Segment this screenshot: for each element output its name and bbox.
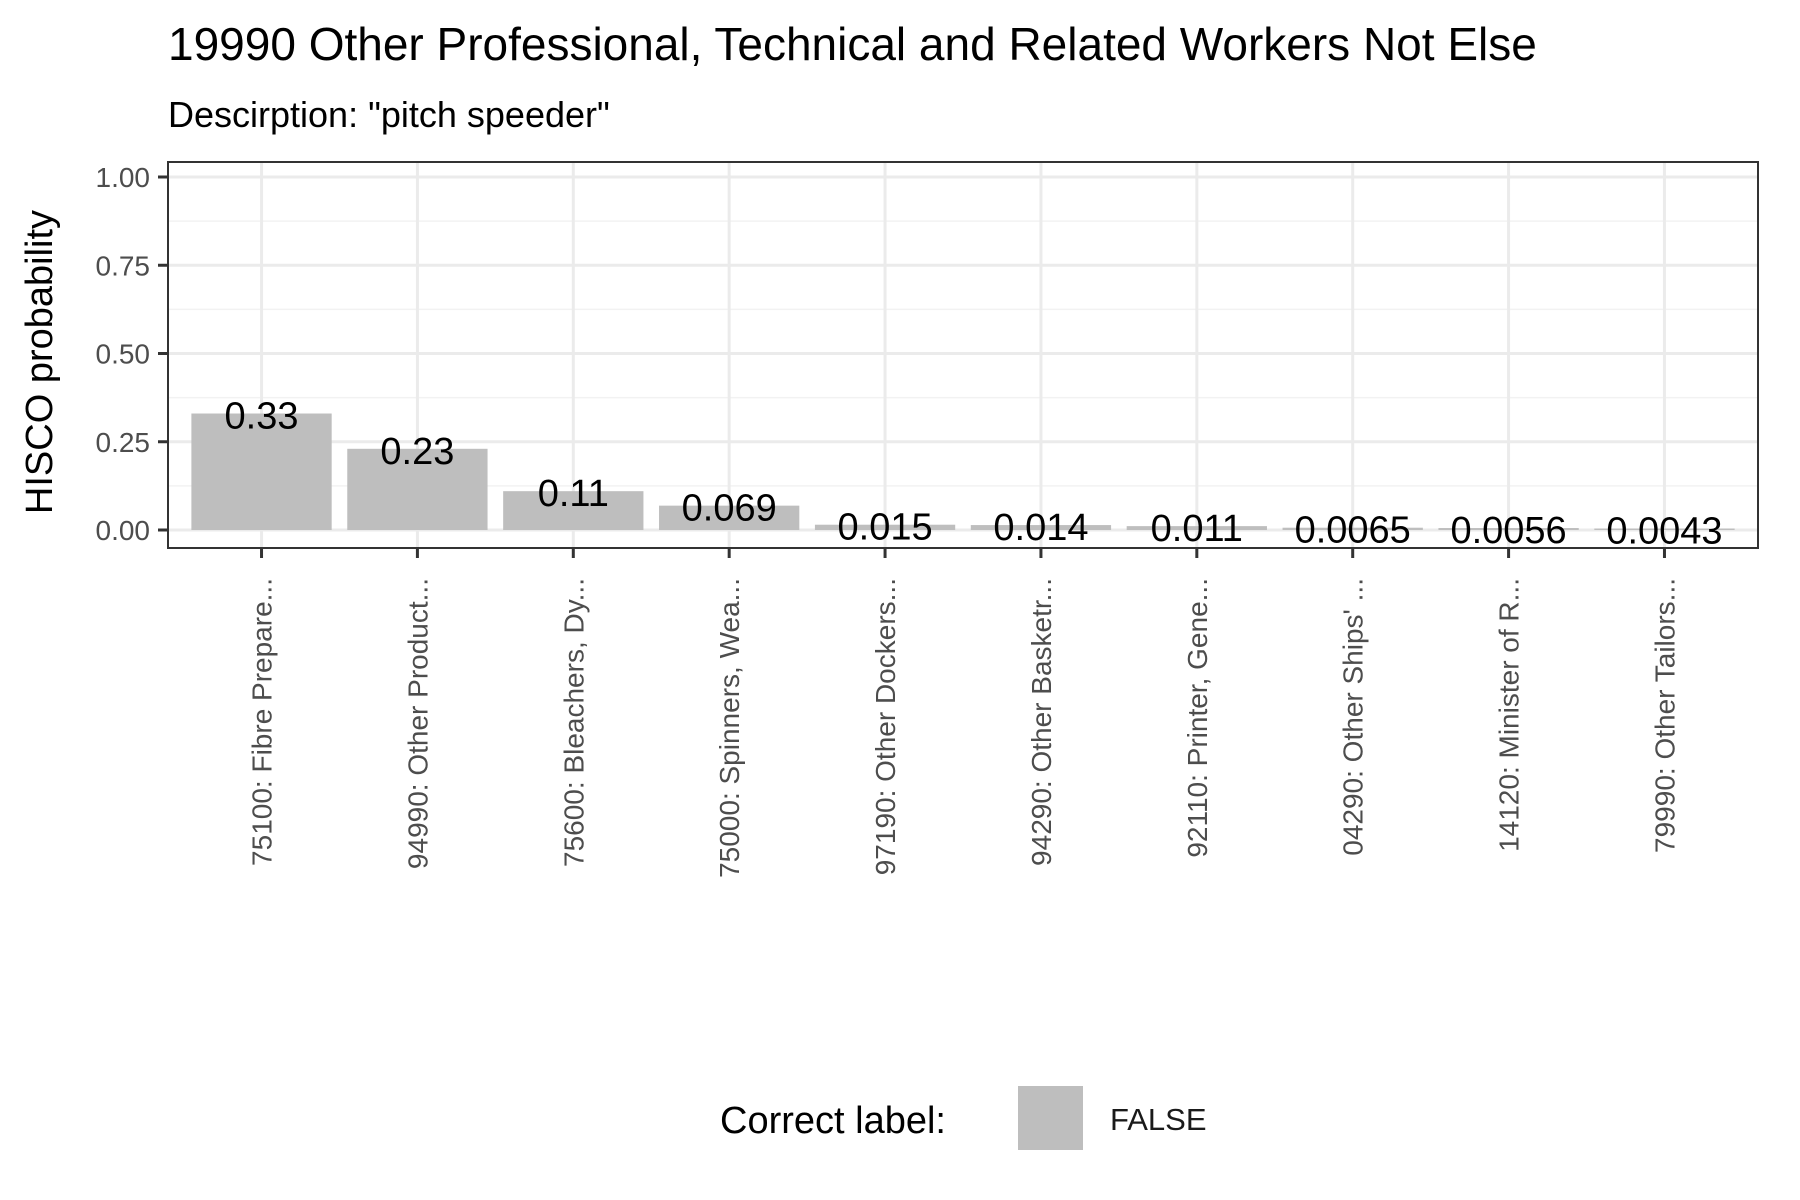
bar-1 (191, 413, 332, 530)
legend-key-false (1018, 1086, 1083, 1150)
legend: Correct label: FALSE (720, 1086, 1207, 1150)
y-tick-label: 0.50 (96, 339, 151, 370)
data-label-1: 0.33 (225, 396, 299, 438)
x-tick-label: 97190: Other Dockers... (870, 578, 901, 875)
x-tick-label: 75100: Fibre Prepare... (247, 578, 278, 866)
data-label-6: 0.014 (993, 507, 1088, 549)
y-tick-label: 0.75 (96, 250, 151, 281)
bar-8 (1282, 527, 1423, 530)
bar-4 (659, 505, 800, 530)
chart-subtitle: Descirption: "pitch speeder" (168, 94, 610, 135)
data-label-7: 0.011 (1151, 508, 1243, 550)
plot-panel: 0.00 0.25 0.50 0.75 1.00 0.33 0.23 0.11 0.069 0.0… (96, 161, 1759, 878)
x-tick-label: 94290: Other Basketr... (1026, 578, 1057, 866)
x-tick-label: 14120: Minister of R... (1494, 578, 1525, 852)
data-label-3: 0.11 (538, 473, 609, 515)
bar-2 (347, 448, 488, 530)
x-tick-label: 04290: Other Ships' ... (1338, 578, 1369, 856)
y-axis-title: HISCO probability (19, 210, 61, 514)
y-tick-label: 1.00 (96, 162, 151, 193)
data-label-2: 0.23 (380, 431, 454, 473)
y-tick-label: 0.00 (96, 515, 151, 546)
x-tick-label: 75600: Bleachers, Dy... (558, 578, 589, 867)
bar-7 (1126, 526, 1267, 530)
x-tick-label: 75000: Spinners, Wea... (714, 578, 745, 878)
data-label-9: 0.0056 (1450, 510, 1566, 552)
bar-3 (503, 491, 644, 530)
data-label-5: 0.015 (838, 507, 933, 549)
bar-10 (1594, 528, 1735, 530)
chart-title: 19990 Other Professional, Technical and … (168, 18, 1537, 70)
legend-title: Correct label: (720, 1100, 946, 1142)
x-tick-label: 79990: Other Tailors... (1649, 578, 1680, 853)
bar-6 (970, 525, 1112, 530)
panel-border (167, 161, 1759, 549)
legend-label-false: FALSE (1110, 1102, 1207, 1137)
bar-5 (814, 524, 956, 530)
x-tick-label: 92110: Printer, Gene... (1182, 578, 1213, 858)
y-tick-label: 0.25 (96, 427, 151, 458)
bar-9 (1438, 528, 1579, 530)
x-tick-label: 94990: Other Product... (402, 578, 433, 869)
data-label-8: 0.0065 (1295, 510, 1411, 552)
data-label-4: 0.069 (682, 488, 777, 530)
data-label-10: 0.0043 (1606, 510, 1722, 552)
